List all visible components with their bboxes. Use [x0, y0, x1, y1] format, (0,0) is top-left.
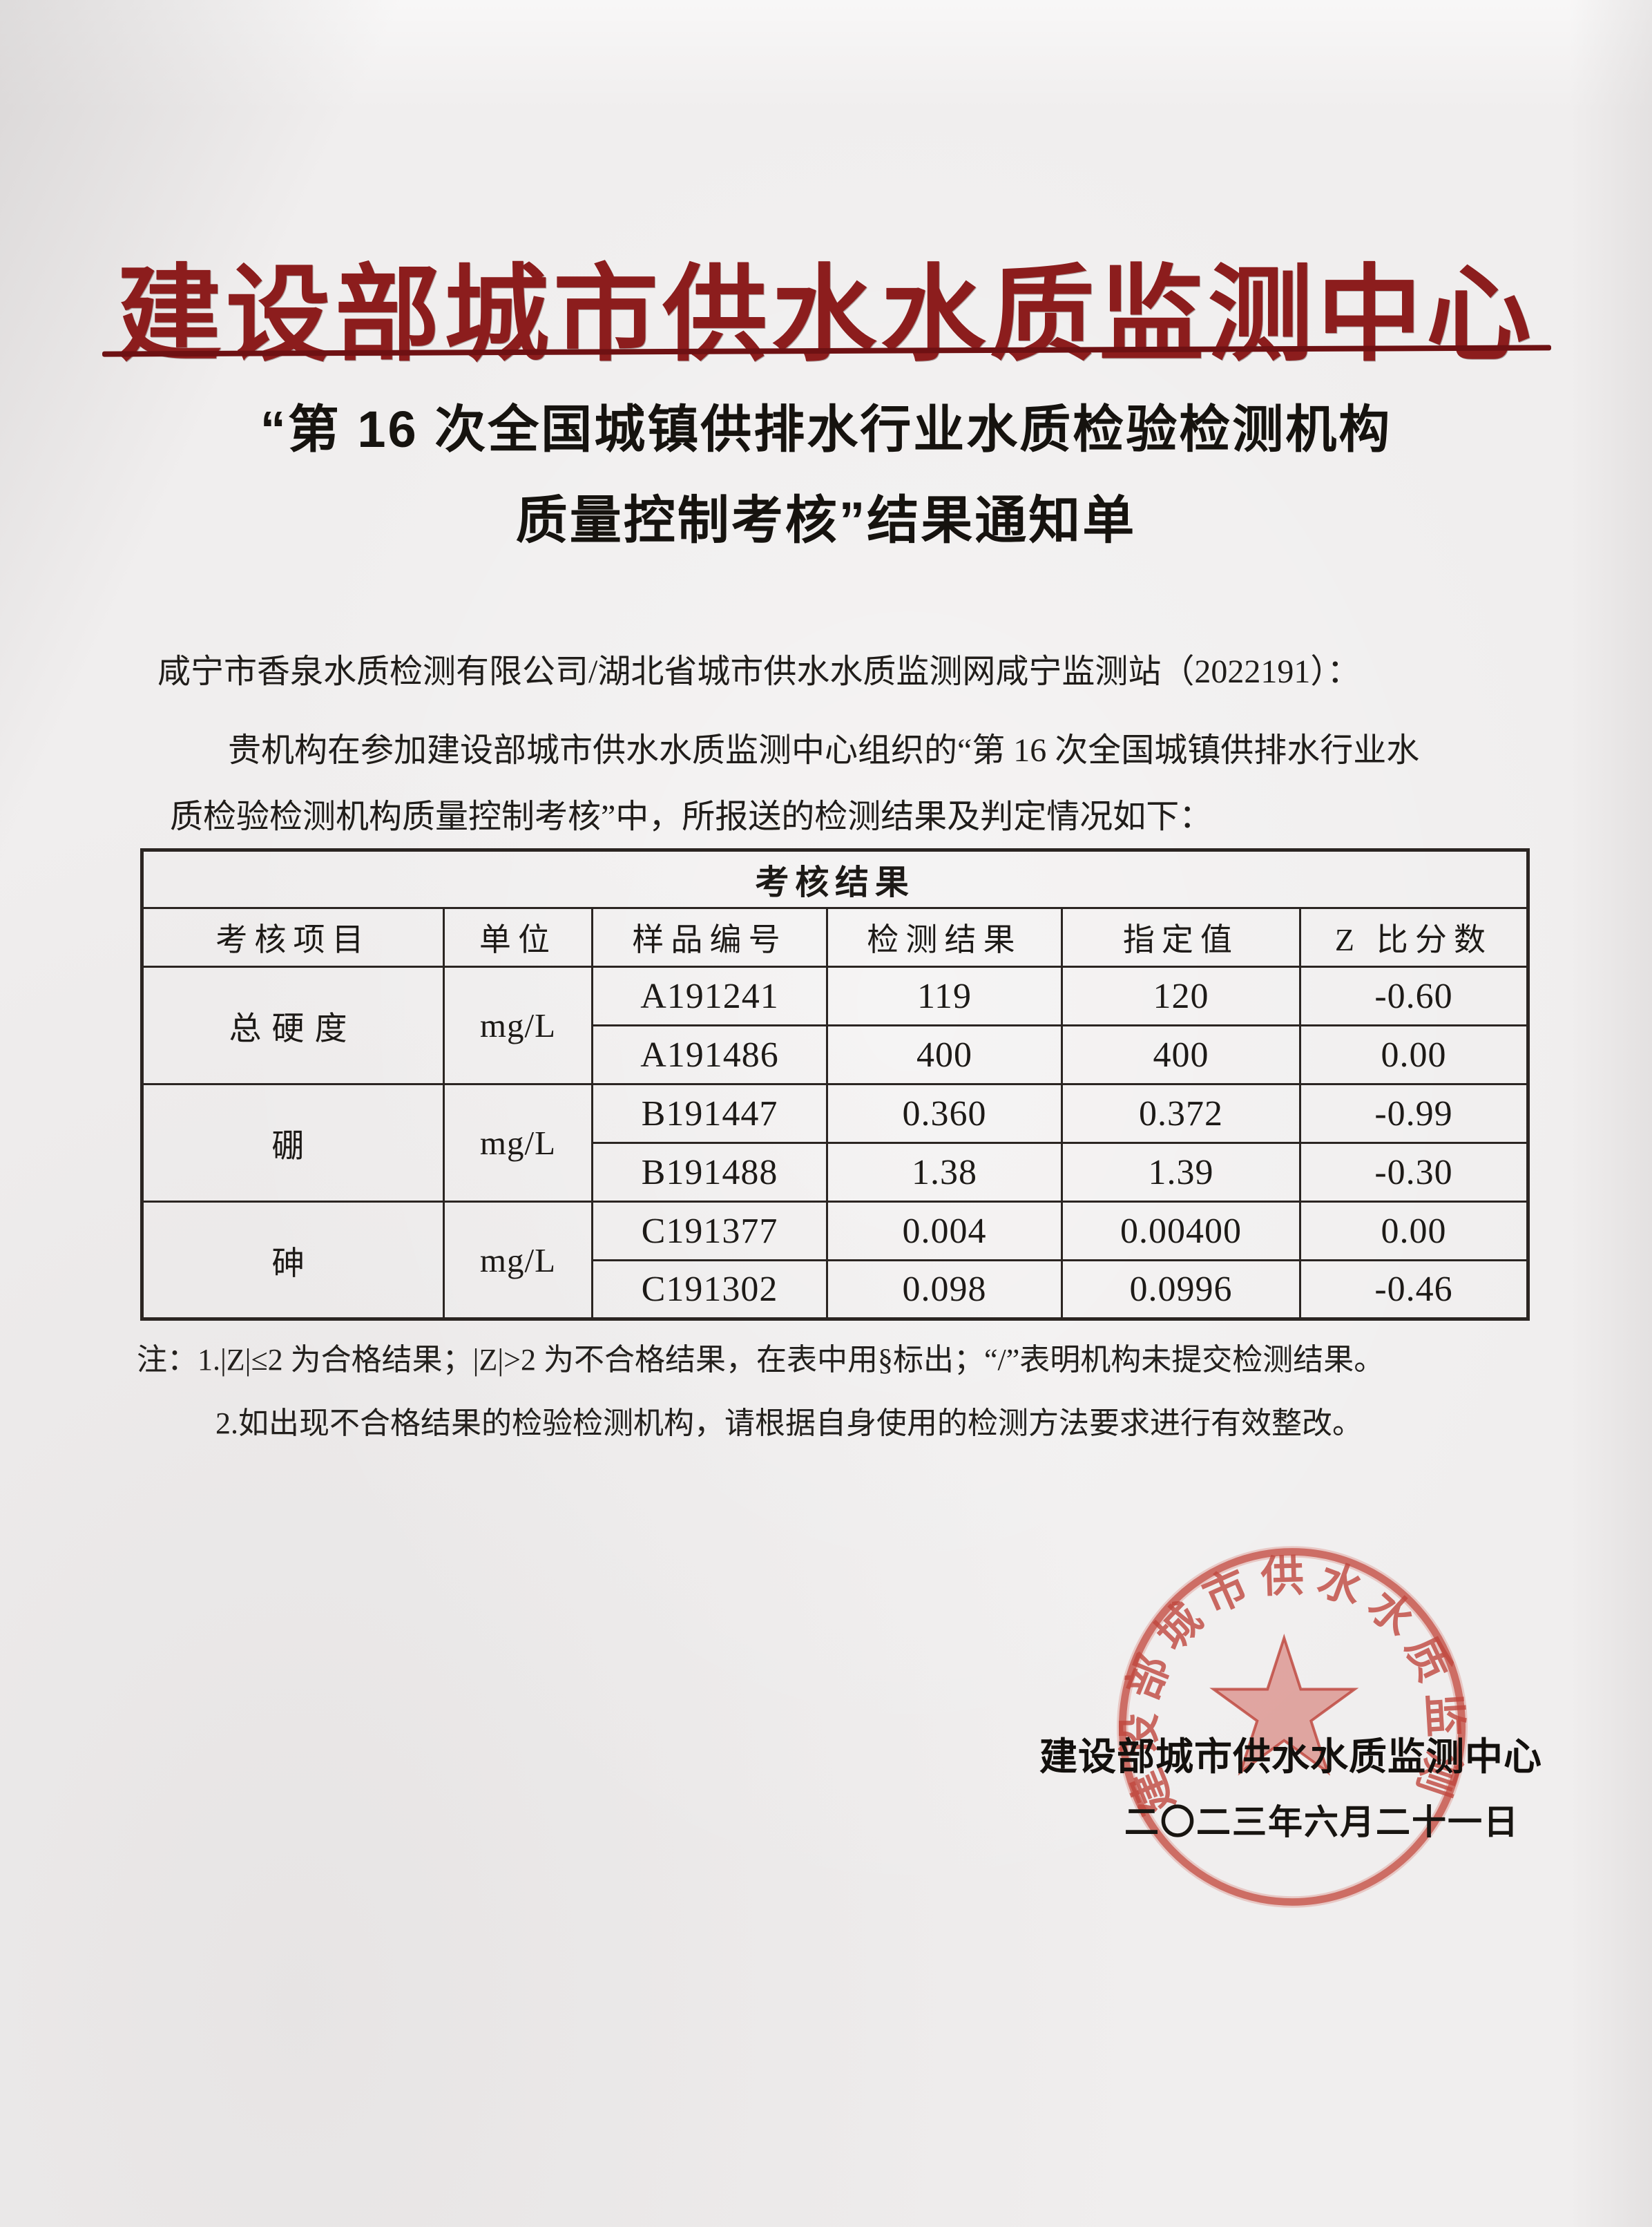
table-row: 硼 mg/L B191447 0.360 0.372 -0.99: [141, 1083, 1530, 1203]
cell-z-score: 0.00: [1298, 1024, 1530, 1085]
table-row: C191302 0.098 0.0996 -0.46: [142, 1259, 1530, 1320]
cell-assigned-value: 0.372: [1061, 1083, 1301, 1144]
seal-ring-blur: [1117, 1546, 1468, 1908]
table-row: B191488 1.38 1.39 -0.30: [142, 1142, 1530, 1203]
cell-sample-id: A191241: [591, 966, 828, 1026]
cell-result: 1.38: [826, 1142, 1063, 1203]
cell-unit: mg/L: [443, 1201, 593, 1320]
header-item: 考核项目: [141, 907, 445, 968]
cell-result: 119: [826, 966, 1063, 1026]
cell-item: 硼: [141, 1083, 445, 1203]
header-unit: 单位: [443, 907, 593, 968]
cell-z-score: -0.46: [1298, 1259, 1530, 1320]
body-line-2: 质检验检测机构质量控制考核”中，所报送的检测结果及判定情况如下：: [170, 799, 1213, 835]
cell-item: 总硬度: [141, 966, 445, 1085]
star-icon: [1209, 1633, 1359, 1776]
cell-sample-id: C191302: [591, 1259, 828, 1320]
cell-result: 0.004: [826, 1201, 1063, 1261]
subtitle-line-1: “第 16 次全国城镇供排水行业水质检验检测机构: [260, 401, 1392, 458]
header-z-score: Z 比分数: [1298, 907, 1530, 968]
date-line: 二〇二三年六月二十一日: [1124, 1803, 1519, 1842]
table-row: 砷 mg/L C191377 0.004 0.00400 0.00: [141, 1201, 1530, 1320]
cell-unit: mg/L: [443, 1083, 593, 1203]
cell-z-score: 0.00: [1298, 1201, 1530, 1261]
cell-result: 400: [826, 1024, 1063, 1085]
cell-assigned-value: 1.39: [1061, 1142, 1301, 1203]
cell-assigned-value: 0.0996: [1061, 1259, 1301, 1320]
table-row: A191486 400 400 0.00: [142, 1024, 1530, 1085]
header-result: 检测结果: [826, 907, 1063, 968]
signature-line: 建设部城市供水水质监测中心: [1039, 1736, 1543, 1778]
cell-assigned-value: 0.00400: [1061, 1201, 1301, 1261]
cell-sample-id: C191377: [591, 1201, 828, 1261]
note-line-2: 2.如出现不合格结果的检验检测机构，请根据自身使用的检测方法要求进行有效整改。: [215, 1406, 1363, 1440]
cell-z-score: -0.30: [1298, 1142, 1530, 1203]
official-seal-stamp: 建设部城市供水水质监测中心: [1104, 1535, 1468, 1908]
seal-ring: [1118, 1548, 1466, 1906]
table-header-row: 考核项目 单位 样品编号 检测结果 指定值 Z 比分数: [141, 907, 1530, 968]
cell-result: 0.360: [826, 1083, 1063, 1144]
results-table: 考核结果 考核项目 单位 样品编号 检测结果 指定值 Z 比分数 总硬度 mg/…: [140, 848, 1530, 1321]
cell-sample-id: B191488: [591, 1142, 828, 1203]
org-title: 建设部城市供水水质监测中心: [117, 258, 1535, 374]
cell-result: 0.098: [826, 1259, 1063, 1320]
cell-assigned-value: 120: [1061, 966, 1301, 1026]
cell-sample-id: A191486: [591, 1024, 828, 1085]
body-line-1: 贵机构在参加建设部城市供水水质监测中心组织的“第 16 次全国城镇供排水行业水: [228, 732, 1420, 769]
cell-assigned-value: 400: [1061, 1024, 1301, 1085]
recipient-line: 咸宁市香泉水质检测有限公司/湖北省城市供水水质监测网咸宁监测站（2022191）…: [157, 653, 1361, 690]
cell-z-score: -0.99: [1298, 1083, 1530, 1144]
table-row: 总硬度 mg/L A191241 119 120 -0.60: [141, 966, 1530, 1085]
table-title-row: 考核结果: [140, 849, 1530, 909]
cell-z-score: -0.60: [1298, 966, 1530, 1026]
header-assigned-value: 指定值: [1061, 907, 1301, 968]
cell-item: 砷: [141, 1201, 445, 1320]
note-line-1: 注：1.|Z|≤2 为合格结果；|Z|>2 为不合格结果，在表中用§标出；“/”…: [137, 1343, 1385, 1377]
table-title: 考核结果: [140, 849, 1530, 909]
cell-unit: mg/L: [443, 966, 593, 1085]
subtitle-line-2: 质量控制考核”结果通知单: [515, 491, 1137, 549]
header-sample-id: 样品编号: [591, 907, 828, 968]
cell-sample-id: B191447: [591, 1083, 828, 1144]
